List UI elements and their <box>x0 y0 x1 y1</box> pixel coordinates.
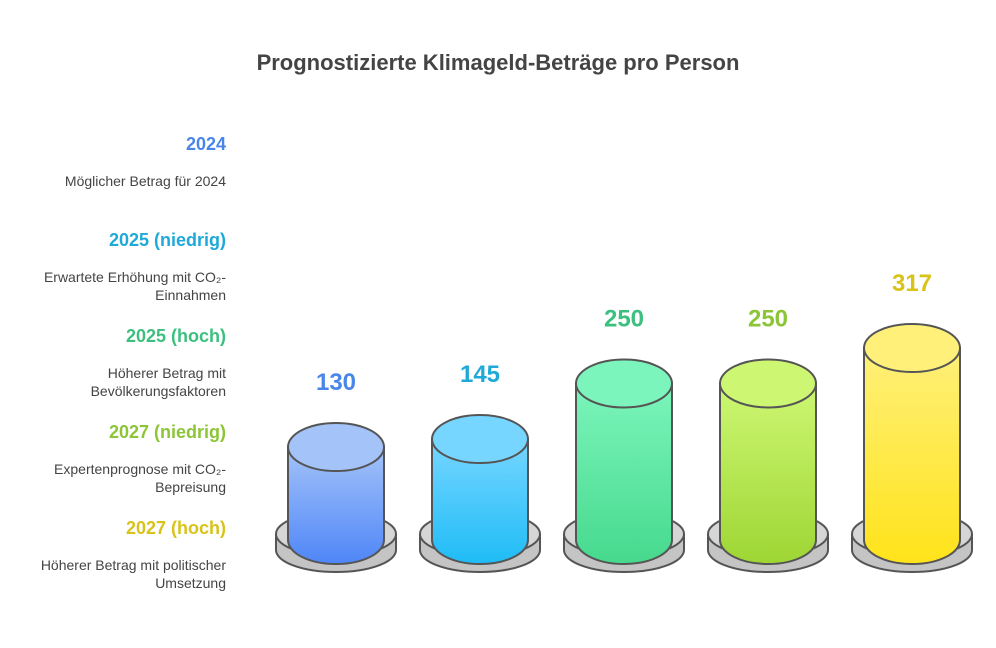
legend-item-2024: 2024 Möglicher Betrag für 2024 <box>20 128 226 224</box>
legend-label: 2024 <box>185 134 226 154</box>
legend-description-line: Expertenprognose mit CO₂- <box>54 461 226 477</box>
bar <box>575 382 673 565</box>
bar-cylinder: 250 <box>707 305 829 573</box>
legend-description: Höherer Betrag mit politischer Umsetzung <box>20 556 226 592</box>
bar <box>719 382 817 565</box>
legend-description: Erwartete Erhöhung mit CO₂- Einnahmen <box>20 268 226 304</box>
legend-description-line: Bevölkerungsfaktoren <box>90 383 226 399</box>
bar-cylinder: 145 <box>419 361 541 573</box>
bar-cylinder: 317 <box>851 270 973 573</box>
bar-top <box>575 358 673 409</box>
legend-label: 2025 (niedrig) <box>108 230 226 250</box>
legend-description-line: Bepreisung <box>155 479 226 495</box>
legend-description-line: Möglicher Betrag für 2024 <box>64 173 226 189</box>
bar <box>431 438 529 565</box>
bar-top <box>431 414 529 465</box>
bar <box>287 446 385 565</box>
data-label: 317 <box>892 270 932 297</box>
legend-description: Höherer Betrag mit Bevölkerungsfaktoren <box>20 364 226 400</box>
legend-item-2027-low: 2027 (niedrig) Expertenprognose mit CO₂-… <box>20 416 226 512</box>
legend-label: 2027 (niedrig) <box>108 422 226 442</box>
data-label: 250 <box>604 305 644 332</box>
data-label: 130 <box>316 369 356 396</box>
bar-top <box>719 358 817 409</box>
legend-description-line: Einnahmen <box>155 287 226 303</box>
data-label: 250 <box>748 305 788 332</box>
data-label: 145 <box>460 361 500 388</box>
legend-item-2025-high: 2025 (hoch) Höherer Betrag mit Bevölkeru… <box>20 320 226 416</box>
legend-description: Möglicher Betrag für 2024 <box>20 172 226 190</box>
legend-description-line: Erwartete Erhöhung mit CO₂- <box>43 269 226 285</box>
bar <box>863 347 961 565</box>
legend-item-2025-low: 2025 (niedrig) Erwartete Erhöhung mit CO… <box>20 224 226 320</box>
legend-item-2027-high: 2027 (hoch) Höherer Betrag mit politisch… <box>20 512 226 608</box>
legend-description: Expertenprognose mit CO₂- Bepreisung <box>20 460 226 496</box>
bar-cylinder: 130 <box>275 369 397 573</box>
legend: 2024 Möglicher Betrag für 2024 2025 (nie… <box>20 128 226 608</box>
bar-top <box>863 323 961 373</box>
bar-cylinder: 250 <box>563 305 685 573</box>
bar-top <box>287 422 385 472</box>
legend-description-line: Umsetzung <box>155 575 226 591</box>
legend-description-line: Höherer Betrag mit politischer <box>40 557 226 573</box>
chart-title: Prognostizierte Klimageld-Beträge pro Pe… <box>256 50 740 75</box>
legend-description-line: Höherer Betrag mit <box>107 365 226 381</box>
legend-label: 2027 (hoch) <box>125 518 226 538</box>
legend-label: 2025 (hoch) <box>125 326 226 346</box>
